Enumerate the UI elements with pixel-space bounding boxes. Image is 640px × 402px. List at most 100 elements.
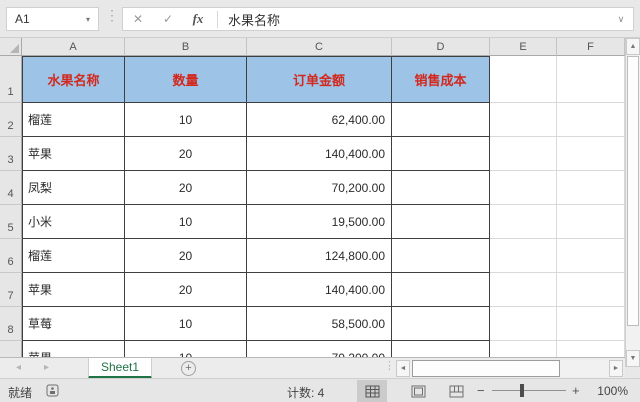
cell-A9[interactable]: 苹果	[22, 341, 125, 357]
row-header-9[interactable]: 9	[0, 341, 22, 357]
cell-B8[interactable]: 10	[125, 307, 247, 341]
cell-C7[interactable]: 140,400.00	[247, 273, 392, 307]
column-header-B[interactable]: B	[125, 38, 247, 56]
row-header-2[interactable]: 2	[0, 103, 22, 137]
tab-sheet1[interactable]: Sheet1	[88, 358, 152, 379]
cell-F8[interactable]	[557, 307, 625, 341]
select-all-button[interactable]	[0, 38, 22, 56]
cancel-icon[interactable]: ✕	[132, 12, 144, 26]
cell-C8[interactable]: 58,500.00	[247, 307, 392, 341]
row-header-4[interactable]: 4	[0, 171, 22, 205]
name-box-dropdown-icon[interactable]: ▾	[85, 14, 90, 24]
cell-F1[interactable]	[557, 56, 625, 103]
column-header-C[interactable]: C	[247, 38, 392, 56]
column-header-A[interactable]: A	[22, 38, 125, 56]
cell-D6[interactable]	[392, 239, 490, 273]
cell-C6[interactable]: 124,800.00	[247, 239, 392, 273]
cell-B1[interactable]: 数量	[125, 56, 247, 103]
cell-C2[interactable]: 62,400.00	[247, 103, 392, 137]
cell-A6[interactable]: 榴莲	[22, 239, 125, 273]
zoom-slider-track[interactable]	[492, 390, 566, 391]
cell-E6[interactable]	[490, 239, 557, 273]
vertical-scrollbar-thumb[interactable]	[627, 56, 639, 326]
add-sheet-button[interactable]: +	[181, 361, 196, 376]
formula-input-bar[interactable]: ✕ ✓ fx 水果名称 ∨	[122, 7, 634, 31]
vertical-scrollbar[interactable]: ▲ ▼	[625, 38, 640, 367]
column-header-D[interactable]: D	[392, 38, 490, 56]
formula-bar-drag-handle-icon[interactable]: ⋮	[105, 7, 119, 23]
row-header-5[interactable]: 5	[0, 205, 22, 239]
cell-A1[interactable]: 水果名称	[22, 56, 125, 103]
cell-A5[interactable]: 小米	[22, 205, 125, 239]
horizontal-scrollbar-thumb[interactable]	[412, 360, 560, 377]
normal-view-button[interactable]	[357, 380, 387, 402]
cell-A7[interactable]: 苹果	[22, 273, 125, 307]
cell-D5[interactable]	[392, 205, 490, 239]
zoom-out-icon[interactable]: −	[477, 383, 485, 398]
cell-C9[interactable]: 70,200.00	[247, 341, 392, 357]
cell-B2[interactable]: 10	[125, 103, 247, 137]
cell-D8[interactable]	[392, 307, 490, 341]
cell-B3[interactable]: 20	[125, 137, 247, 171]
formula-content[interactable]: 水果名称	[228, 12, 281, 28]
name-box[interactable]: A1 ▾	[6, 7, 99, 31]
cell-C4[interactable]: 70,200.00	[247, 171, 392, 205]
cell-D4[interactable]	[392, 171, 490, 205]
scroll-up-icon[interactable]: ▲	[626, 38, 640, 55]
horizontal-scrollbar-track[interactable]	[410, 360, 609, 377]
horizontal-scrollbar[interactable]: ◄ ►	[396, 360, 623, 377]
cell-E5[interactable]	[490, 205, 557, 239]
cell-A2[interactable]: 榴莲	[22, 103, 125, 137]
cell-F6[interactable]	[557, 239, 625, 273]
cell-E3[interactable]	[490, 137, 557, 171]
row-header-8[interactable]: 8	[0, 307, 22, 341]
row-header-7[interactable]: 7	[0, 273, 22, 307]
cell-E8[interactable]	[490, 307, 557, 341]
cell-A3[interactable]: 苹果	[22, 137, 125, 171]
insert-function-icon[interactable]: fx	[192, 11, 204, 26]
cell-C1[interactable]: 订单金额	[247, 56, 392, 103]
cell-F7[interactable]	[557, 273, 625, 307]
zoom-slider-thumb[interactable]	[520, 384, 524, 397]
column-header-E[interactable]: E	[490, 38, 557, 56]
worksheet-grid[interactable]: A B C D E F 1 水果名称 数量 订单金额 销售成本 2 榴莲 10 62,400.00 3 苹果 20…	[0, 38, 625, 357]
cell-D9[interactable]	[392, 341, 490, 357]
macro-record-icon[interactable]	[46, 384, 60, 400]
previous-sheet-icon[interactable]: ◂	[16, 362, 22, 373]
cell-B7[interactable]: 20	[125, 273, 247, 307]
cell-B5[interactable]: 10	[125, 205, 247, 239]
cell-C3[interactable]: 140,400.00	[247, 137, 392, 171]
row-header-6[interactable]: 6	[0, 239, 22, 273]
cell-C5[interactable]: 19,500.00	[247, 205, 392, 239]
cell-E1[interactable]	[490, 56, 557, 103]
cell-F3[interactable]	[557, 137, 625, 171]
cell-D7[interactable]	[392, 273, 490, 307]
scroll-right-icon[interactable]: ►	[609, 360, 623, 377]
cell-B6[interactable]: 20	[125, 239, 247, 273]
cell-F5[interactable]	[557, 205, 625, 239]
zoom-level[interactable]: 100%	[597, 384, 628, 398]
cell-E7[interactable]	[490, 273, 557, 307]
cell-D1[interactable]: 销售成本	[392, 56, 490, 103]
cell-F4[interactable]	[557, 171, 625, 205]
cell-F9[interactable]	[557, 341, 625, 357]
cell-E2[interactable]	[490, 103, 557, 137]
cell-F2[interactable]	[557, 103, 625, 137]
scroll-down-icon[interactable]: ▼	[626, 350, 640, 367]
tabbar-splitter-icon[interactable]: ⋮	[384, 360, 395, 372]
expand-formula-bar-icon[interactable]: ∨	[617, 13, 625, 24]
confirm-icon[interactable]: ✓	[162, 12, 174, 26]
next-sheet-icon[interactable]: ▸	[44, 362, 50, 373]
page-layout-view-button[interactable]	[403, 380, 433, 402]
cell-D2[interactable]	[392, 103, 490, 137]
cell-E4[interactable]	[490, 171, 557, 205]
cell-B4[interactable]: 20	[125, 171, 247, 205]
row-header-3[interactable]: 3	[0, 137, 22, 171]
zoom-in-icon[interactable]: +	[572, 383, 580, 398]
scroll-left-icon[interactable]: ◄	[396, 360, 410, 377]
row-header-1[interactable]: 1	[0, 56, 22, 103]
cell-B9[interactable]: 10	[125, 341, 247, 357]
cell-E9[interactable]	[490, 341, 557, 357]
column-header-F[interactable]: F	[557, 38, 625, 56]
cell-D3[interactable]	[392, 137, 490, 171]
